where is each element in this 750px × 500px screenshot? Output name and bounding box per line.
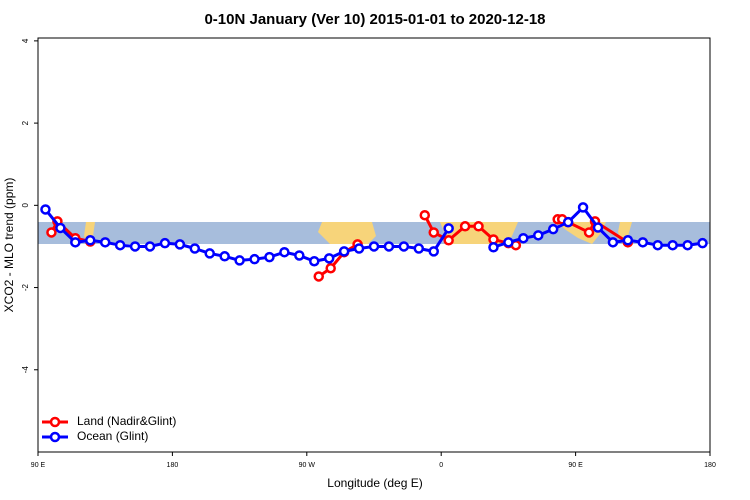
x-tick-label: 180 [167,462,179,469]
point [279,246,290,258]
point [264,251,275,263]
point [652,239,663,251]
y-axis-label: XCO2 - MLO trend (ppm) [2,178,16,313]
point [55,222,66,234]
point [40,204,51,215]
point [325,262,336,274]
point [189,243,201,254]
plot-frame [37,37,711,453]
point [249,253,260,265]
point [129,241,141,252]
point [144,241,156,252]
y-tick-label: 2 [21,120,30,125]
series-line [50,214,629,278]
point [473,221,484,232]
point [368,241,380,252]
y-tick-label: 0 [21,203,30,208]
point [159,237,171,249]
point [547,223,559,235]
point [219,251,230,262]
point [234,255,245,266]
y-tick-label: 4 [21,38,30,43]
point [533,230,544,241]
point [85,235,96,246]
point [309,255,320,267]
legend: Land (Nadir&Glint)Ocean (Glint) [42,414,176,443]
y-tick-label: -4 [21,366,30,374]
point [697,237,708,249]
point [174,239,186,250]
land-patch [318,222,376,244]
point [413,243,425,254]
x-tick-label: 90 E [31,462,46,469]
point [562,216,574,228]
point [583,227,595,238]
point [592,222,604,233]
x-tick-label: 90 E [568,462,583,469]
point [443,223,454,234]
point [667,239,678,251]
point [577,202,589,213]
point [682,239,693,251]
point [338,246,350,257]
legend-marker [49,416,61,428]
point [419,209,431,221]
point [428,227,439,238]
x-tick-label: 180 [704,462,716,469]
point [637,237,649,248]
point [46,227,57,238]
legend-label: Land (Nadir&Glint) [77,414,176,428]
point [204,248,215,259]
point [503,237,514,248]
point [323,253,335,264]
point [518,232,529,244]
point [398,241,410,252]
point [99,237,111,248]
point [353,243,365,254]
point [70,237,81,248]
x-axis-label: Longitude (deg E) [327,476,422,490]
legend-marker [49,431,61,443]
x-tick-label: 90 W [299,462,316,469]
chart-title: 0-10N January (Ver 10) 2015-01-01 to 202… [204,11,545,28]
point [428,246,439,257]
point [622,235,634,246]
point [459,221,471,232]
y-tick-label: -2 [21,283,30,291]
point [313,271,324,282]
point [607,237,619,248]
point [294,250,305,261]
x-tick-label: 0 [439,462,443,469]
point [114,239,126,251]
legend-label: Ocean (Glint) [77,429,148,443]
point [383,241,395,252]
point [443,235,454,246]
point [488,242,499,253]
